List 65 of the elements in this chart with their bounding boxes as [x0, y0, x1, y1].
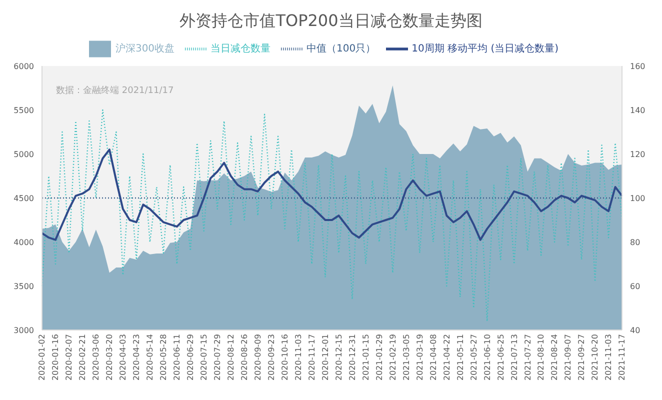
x-tick-label: 2020-08-26 — [240, 334, 250, 380]
x-tick-label: 2020-03-06 — [92, 334, 101, 380]
y2-tick-label: 120 — [630, 150, 646, 159]
x-tick-label: 2021-11-03 — [604, 334, 614, 380]
x-tick-label: 2020-02-21 — [78, 334, 88, 380]
x-tick-label: 2021-01-15 — [361, 334, 370, 380]
x-tick-label: 2021-07-27 — [523, 334, 532, 380]
x-tick-label: 2021-11-17 — [618, 334, 627, 380]
x-tick-label: 2020-07-15 — [200, 334, 209, 380]
legend-label: 当日减仓数量 — [210, 44, 271, 55]
x-tick-label: 2021-03-05 — [402, 334, 411, 380]
x-tick-label: 2021-05-11 — [456, 334, 465, 380]
legend-label: 沪深300收盘 — [115, 44, 175, 55]
x-tick-label: 2020-11-03 — [294, 334, 303, 380]
y2-tick-label: 100 — [630, 194, 646, 203]
y2-tick-label: 140 — [630, 106, 646, 115]
x-tick-label: 2020-12-31 — [348, 334, 357, 380]
x-tick-label: 2020-02-07 — [64, 334, 74, 380]
y2-tick-label: 80 — [630, 238, 640, 247]
x-tick-label: 2020-06-29 — [186, 334, 196, 380]
x-tick-label: 2020-05-28 — [159, 334, 168, 380]
x-tick-label: 2020-01-02 — [38, 334, 47, 380]
x-tick-label: 2021-04-22 — [442, 334, 452, 380]
x-tick-label: 2021-09-07 — [564, 334, 573, 380]
x-tick-label: 2020-11-17 — [307, 334, 316, 380]
legend-label: 中值（100只） — [306, 44, 376, 55]
y-tick-label: 6000 — [14, 62, 34, 71]
x-tick-label: 2020-12-15 — [334, 334, 344, 380]
x-tick-label: 2021-01-29 — [374, 334, 384, 380]
x-tick-label: 2021-04-08 — [428, 334, 438, 380]
x-tick-label: 2020-08-12 — [226, 334, 236, 380]
x-tick-label: 2021-05-27 — [469, 334, 478, 380]
x-tick-label: 2021-06-25 — [496, 334, 506, 380]
x-tick-label: 2021-07-13 — [510, 334, 519, 380]
x-tick-label: 2020-12-01 — [320, 334, 330, 380]
x-tick-label: 2020-09-09 — [253, 334, 262, 380]
chart-title: 外资持仓市值TOP200当日减仓数量走势图 — [178, 10, 484, 32]
y-tick-label: 4000 — [14, 238, 34, 247]
x-tick-label: 2020-03-20 — [105, 334, 114, 380]
y2-tick-label: 160 — [630, 62, 646, 71]
y2-tick-label: 40 — [630, 326, 640, 335]
line-series — [41, 148, 623, 241]
x-tick-label: 2021-09-27 — [577, 334, 586, 380]
x-tick-label: 2021-02-19 — [388, 334, 398, 380]
y-tick-label: 3000 — [14, 326, 34, 335]
y-tick-label: 5500 — [14, 106, 34, 115]
x-tick-label: 2021-08-10 — [536, 334, 546, 380]
x-tick-label: 2021-06-10 — [482, 334, 492, 380]
annotation: 数据：金融终端 2021/11/17 — [56, 84, 174, 97]
legend-label: 10周期 移动平均 (当日减仓数量) — [412, 44, 559, 55]
x-tick-label: 2020-07-29 — [213, 334, 222, 380]
x-tick-label: 2020-10-16 — [280, 334, 290, 380]
x-tick-label: 2020-09-23 — [266, 334, 276, 380]
x-tick-label: 2020-04-23 — [132, 334, 142, 380]
x-tick-label: 2020-05-14 — [146, 334, 155, 380]
x-tick-label: 2020-06-11 — [172, 334, 182, 380]
x-tick-label: 2021-03-19 — [415, 334, 424, 380]
y2-tick-label: 60 — [630, 282, 640, 291]
x-tick-label: 2020-04-03 — [118, 334, 128, 380]
y-tick-label: 5000 — [14, 150, 34, 159]
y-tick-label: 4500 — [14, 194, 34, 203]
x-tick-label: 2021-10-20 — [590, 334, 600, 380]
x-tick-label: 2020-01-16 — [51, 334, 60, 380]
x-tick-label: 2021-08-24 — [550, 334, 560, 380]
y-tick-label: 3500 — [14, 282, 34, 291]
